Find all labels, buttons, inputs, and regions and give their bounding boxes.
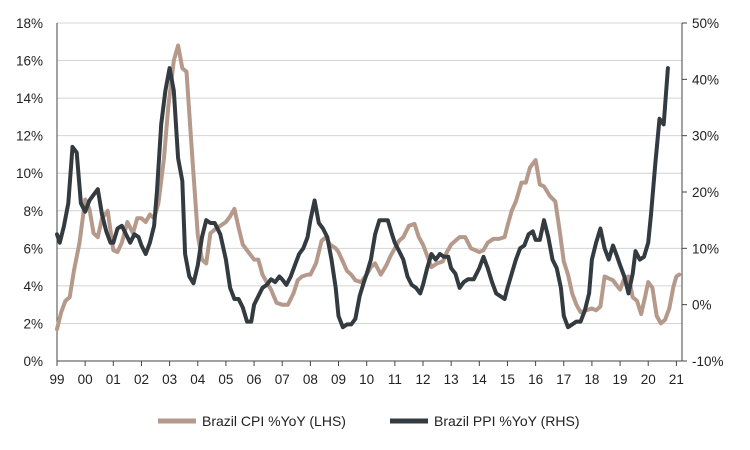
right-tick-label: 40% <box>692 72 719 87</box>
x-tick-label: 16 <box>528 372 543 387</box>
right-tick-label: 0% <box>692 298 712 313</box>
x-tick-label: 02 <box>134 372 149 387</box>
left-tick-label: 16% <box>16 54 43 69</box>
x-tick-label: 21 <box>669 372 684 387</box>
x-tick-label: 08 <box>303 372 318 387</box>
gridlines <box>57 22 682 324</box>
left-tick-label: 14% <box>16 91 43 106</box>
legend: Brazil CPI %YoY (LHS) Brazil PPI %YoY (RH… <box>158 413 580 429</box>
series-line <box>55 43 682 332</box>
right-tick-label: -10% <box>692 354 724 369</box>
x-tick-label: 06 <box>247 372 262 387</box>
x-tick-label: 13 <box>444 372 459 387</box>
right-tick-label: 50% <box>692 16 719 31</box>
left-tick-label: 12% <box>16 129 43 144</box>
x-tick-label: 99 <box>49 372 64 387</box>
left-tick-label: 6% <box>23 241 43 256</box>
left-tick-label: 4% <box>23 279 43 294</box>
left-tick-label: 8% <box>23 204 43 219</box>
series-line <box>55 66 670 330</box>
left-axis: 0% 2% 4% 6% 8% 10% 12% 14% 16% 18% <box>16 16 58 369</box>
right-tick-label: 10% <box>692 241 719 256</box>
x-tick-label: 09 <box>331 372 346 387</box>
x-tick-label: 15 <box>500 372 515 387</box>
x-axis: 99 00 01 02 03 04 05 06 07 08 09 10 11 12 13 14 15 16 17 18… <box>49 360 684 387</box>
x-tick-label: 04 <box>190 372 206 387</box>
left-tick-label: 10% <box>16 166 43 181</box>
left-tick-label: 18% <box>16 16 43 31</box>
x-tick-label: 12 <box>415 372 430 387</box>
right-tick-label: 30% <box>692 129 719 144</box>
legend-label: Brazil CPI %YoY (LHS) <box>202 413 346 429</box>
left-tick-label: 2% <box>23 316 43 331</box>
left-tick-label: 0% <box>23 354 43 369</box>
x-tick-label: 01 <box>106 372 121 387</box>
x-tick-label: 18 <box>584 372 599 387</box>
legend-label: Brazil PPI %YoY (RHS) <box>434 413 580 429</box>
x-tick-label: 07 <box>275 372 290 387</box>
x-tick-label: 03 <box>162 372 177 387</box>
x-tick-label: 19 <box>613 372 628 387</box>
series-group <box>55 43 682 332</box>
x-tick-label: 05 <box>218 372 233 387</box>
x-tick-label: 11 <box>388 372 402 387</box>
right-axis: -10% 0% 10% 20% 30% 40% 50% <box>681 16 724 369</box>
x-tick-label: 10 <box>359 372 374 387</box>
x-tick-label: 20 <box>641 372 656 387</box>
x-tick-label: 00 <box>78 372 93 387</box>
right-tick-label: 20% <box>692 185 719 200</box>
x-tick-label: 17 <box>556 372 571 387</box>
x-tick-label: 14 <box>472 372 488 387</box>
